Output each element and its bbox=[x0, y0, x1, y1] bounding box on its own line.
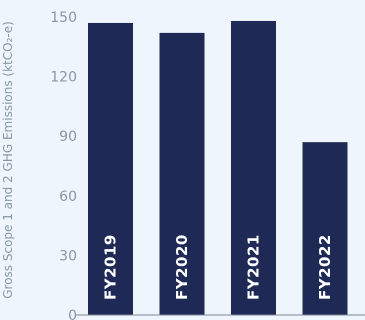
category-label: FY2020 bbox=[173, 234, 191, 300]
y-tick-label: 30 bbox=[59, 248, 77, 264]
y-tick-label: 0 bbox=[68, 308, 77, 320]
bar-fy2021 bbox=[231, 20, 276, 316]
y-tick-label: 150 bbox=[50, 10, 77, 26]
y-tick-label: 90 bbox=[59, 129, 77, 145]
category-label: FY2021 bbox=[245, 234, 263, 300]
category-label: FY2019 bbox=[102, 234, 120, 300]
y-axis-ticks: 0 30 60 90 120 150 bbox=[50, 10, 77, 320]
y-tick-label: 120 bbox=[50, 70, 77, 86]
y-axis-label: Gross Scope 1 and 2 GHG Emissions (ktCO₂… bbox=[1, 21, 15, 299]
bars: FY2019 FY2020 FY2021 FY2022 bbox=[88, 20, 348, 316]
category-label: FY2022 bbox=[316, 234, 334, 300]
bar-fy2022 bbox=[302, 142, 348, 315]
bar-fy2019 bbox=[88, 22, 133, 316]
bar-fy2020 bbox=[159, 32, 205, 315]
y-tick-label: 60 bbox=[59, 189, 77, 205]
